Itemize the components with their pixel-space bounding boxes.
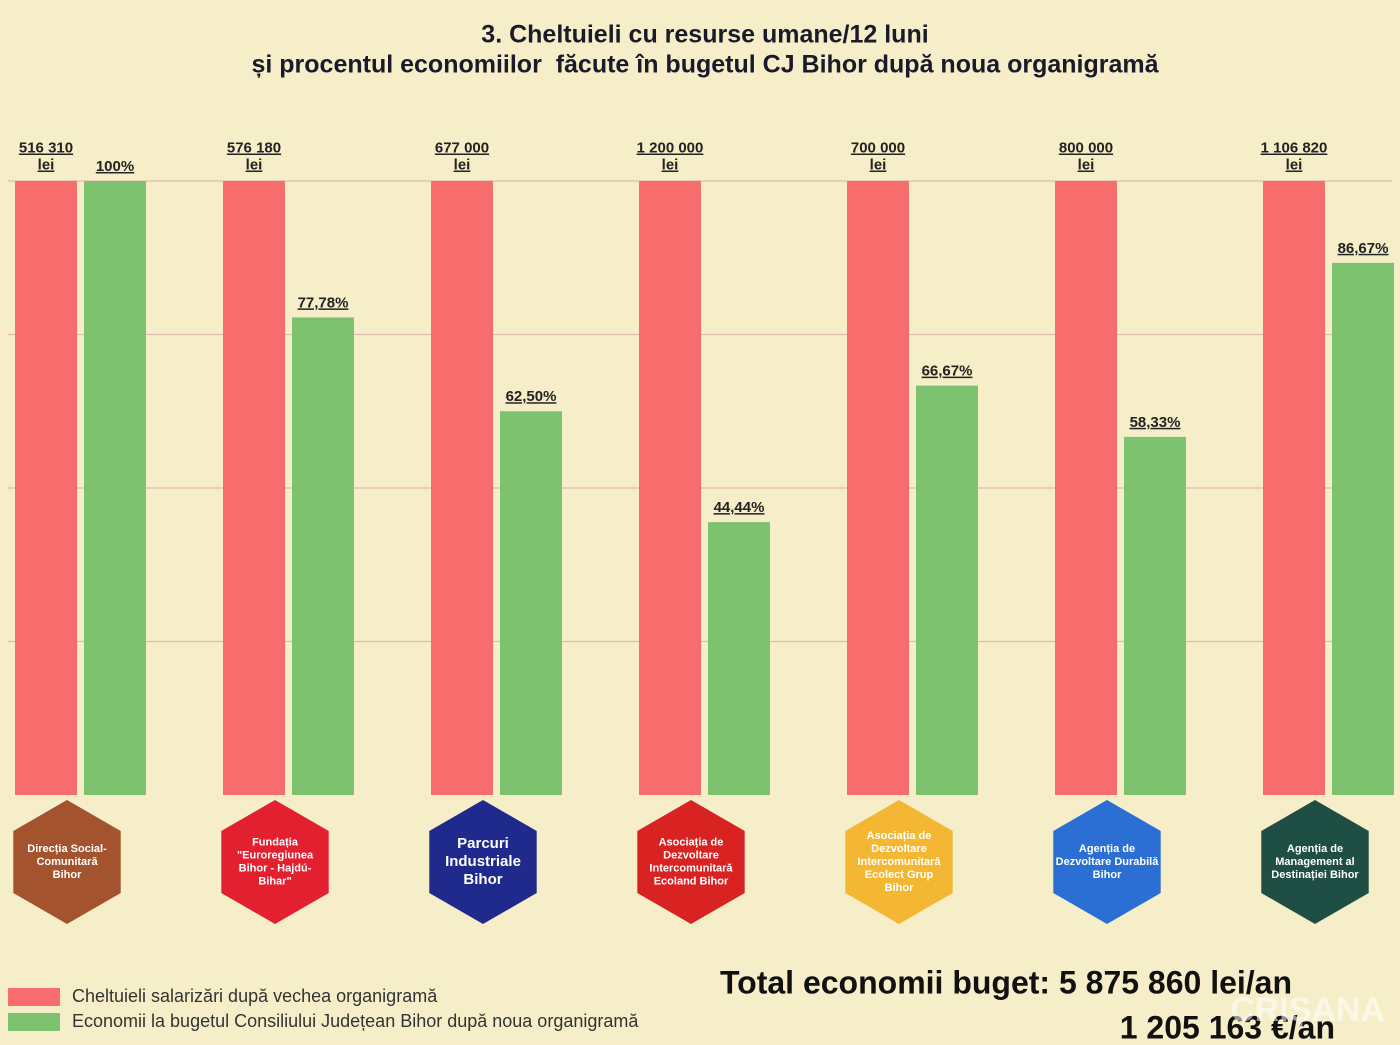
category-hexagon — [13, 800, 121, 924]
category-label: Direcția Social-Comunitară Bihor — [27, 843, 107, 881]
category-hexagon — [221, 800, 329, 924]
bar-old — [639, 181, 701, 795]
total-savings: Total economii buget: 5 875 860 lei/an — [720, 964, 1292, 1000]
category-hexagon — [1261, 800, 1369, 924]
bar-savings — [292, 317, 354, 795]
chart-subtitle: și procentul economiilor făcute în buget… — [251, 51, 1159, 79]
category-hexagon — [1053, 800, 1161, 924]
value-label: 66,67% — [922, 363, 973, 380]
bar-old — [223, 181, 285, 795]
category-label: Parcuri Industriale Bihor — [445, 835, 521, 888]
value-label: 677 000 lei — [435, 139, 489, 173]
value-label: 44,44% — [714, 499, 765, 516]
legend-swatch — [8, 988, 60, 1006]
watermark: CRIȘANA — [1230, 991, 1385, 1029]
category-label: Agenția de Management al Destinației Bihor — [1271, 843, 1359, 881]
bar-savings — [84, 181, 146, 795]
category-label: Agenția de Dezvoltare Durabilă Bihor — [1056, 843, 1160, 881]
bar-savings — [708, 522, 770, 795]
category-label: Asociația de Dezvoltare Intercomunitară Eco… — [857, 830, 941, 894]
value-label: 576 180 lei — [227, 139, 281, 173]
category-hexagon — [637, 800, 745, 924]
category-label: Fundația "Euroregiunea Bihor - Hajdú-Bihar… — [237, 836, 314, 887]
value-label: 62,50% — [506, 388, 557, 405]
value-label: 58,33% — [1130, 414, 1181, 431]
value-label: 100% — [96, 158, 134, 175]
bar-old — [1263, 181, 1325, 795]
bar-savings — [500, 411, 562, 795]
legend-swatch — [8, 1013, 60, 1031]
category-hexagon — [845, 800, 953, 924]
legend-label: Economii la bugetul Consiliului Județean… — [72, 1011, 639, 1031]
bar-savings — [1124, 436, 1186, 795]
chart-title: 3. Cheltuieli cu resurse umane/12 luni — [481, 21, 928, 49]
bar-old — [847, 181, 909, 795]
value-label: 86,67% — [1338, 240, 1389, 257]
value-label: 800 000 lei — [1059, 139, 1113, 173]
bar-old — [15, 181, 77, 795]
value-label: 1 200 000 lei — [637, 139, 704, 173]
value-label: 700 000 lei — [851, 139, 905, 173]
bar-old — [1055, 181, 1117, 795]
value-label: 516 310 lei — [19, 139, 73, 173]
bar-old — [431, 181, 493, 795]
legend-label: Cheltuieli salarizări după vechea organi… — [72, 986, 438, 1006]
category-hexagon — [429, 800, 537, 924]
category-label: Asociația de Dezvoltare Intercomunitară Eco… — [649, 836, 733, 887]
bar-savings — [916, 385, 978, 795]
total-savings-eur: 1 205 163 €/an — [1120, 1009, 1335, 1045]
bar-savings — [1332, 262, 1394, 795]
value-label: 1 106 820 lei — [1261, 139, 1328, 173]
value-label: 77,78% — [298, 294, 349, 311]
